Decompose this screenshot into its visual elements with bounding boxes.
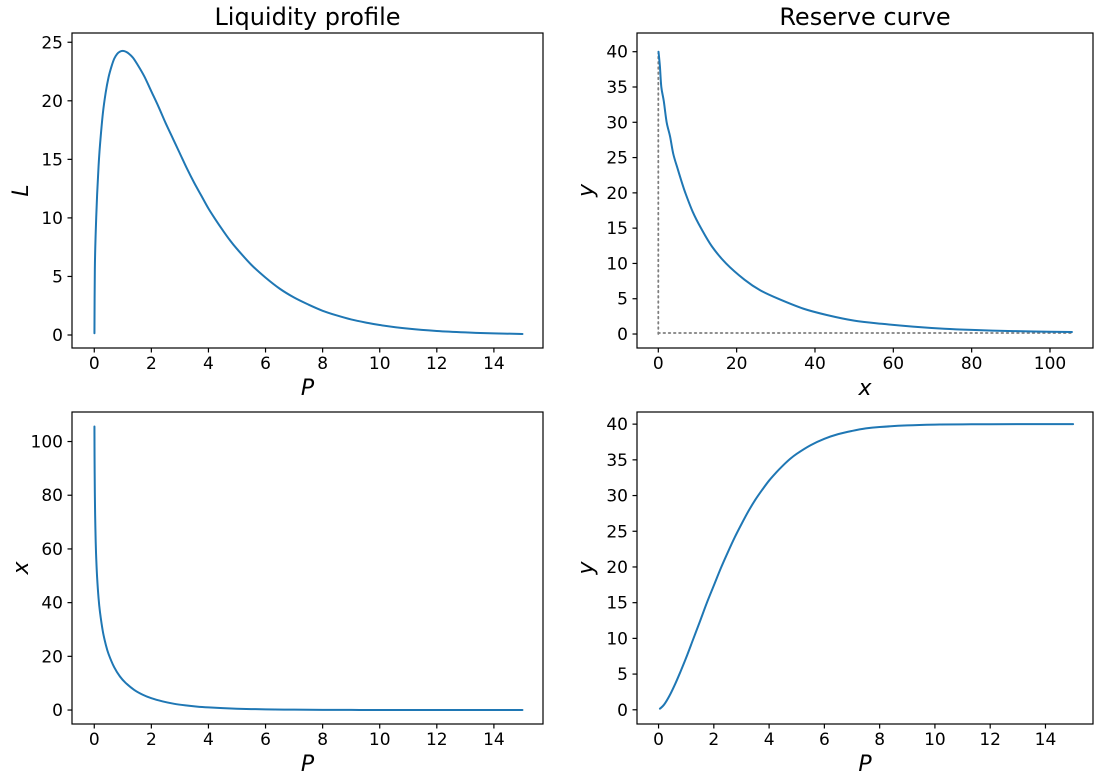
subplot-title: Liquidity profile	[214, 3, 400, 31]
x-tick-label: 12	[426, 354, 448, 374]
x-tick-label: 0	[89, 354, 100, 374]
subplot-title: Reserve curve	[779, 3, 950, 31]
x-tick-label: 40	[804, 354, 826, 374]
y-tick-label: 10	[41, 209, 63, 229]
x-tick-label: 14	[1035, 730, 1057, 750]
y-axis-label: L	[9, 184, 34, 196]
y-tick-label: 0	[617, 701, 628, 721]
y-tick-label: 40	[41, 594, 63, 614]
x-tick-label: 6	[260, 354, 271, 374]
y-axis-label: y	[574, 561, 599, 576]
x-tick-label: 2	[708, 730, 719, 750]
x-tick-label: 2	[146, 730, 157, 750]
x-axis-label: x	[857, 376, 872, 401]
y-tick-label: 40	[606, 415, 628, 435]
x-tick-label: 6	[819, 730, 830, 750]
x-tick-label: 8	[317, 730, 328, 750]
x-axis-label: P	[858, 752, 872, 777]
x-axis-label: P	[301, 376, 315, 401]
curve-y-of-x	[657, 50, 1073, 334]
y-tick-label: 25	[606, 149, 628, 169]
x-tick-label: 4	[203, 354, 214, 374]
subplot-liquidity-profile: 0 2 4 6 8 10 12 14 0 5 10 15 20 25 Liquidity profile P L	[9, 3, 544, 401]
x-tick-label: 10	[924, 730, 946, 750]
x-tick-label: 6	[260, 730, 271, 750]
axes-spines	[71, 32, 544, 349]
x-axis-label: P	[301, 752, 315, 777]
y-axis-label: x	[9, 561, 34, 576]
x-tick-label: 12	[426, 730, 448, 750]
x-tick-label: 10	[369, 354, 391, 374]
axes-spines	[636, 32, 1094, 349]
y-tick-label: 100	[31, 433, 63, 453]
x-tick-label: 0	[653, 354, 664, 374]
x-tick-label: 20	[726, 354, 748, 374]
y-tick-label: 80	[41, 486, 63, 506]
y-tick-label: 5	[617, 665, 628, 685]
y-tick-label: 35	[606, 451, 628, 471]
curve-x-of-P	[93, 425, 524, 712]
curve-L-of-P	[93, 49, 524, 335]
y-tick-label: 15	[41, 150, 63, 170]
y-tick-label: 15	[606, 219, 628, 239]
x-tick-label: 12	[979, 730, 1001, 750]
axes-spines	[71, 411, 544, 725]
x-tick-label: 8	[874, 730, 885, 750]
x-tick-label: 80	[961, 354, 983, 374]
x-tick-label: 14	[483, 730, 505, 750]
x-tick-label: 4	[203, 730, 214, 750]
y-tick-label: 0	[52, 326, 63, 346]
y-tick-label: 30	[606, 487, 628, 507]
x-tick-label: 10	[369, 730, 391, 750]
y-tick-label: 5	[52, 267, 63, 287]
subplot-x-reserve-vs-price: 0 2 4 6 8 10 12 14 0 20 40 60 80 100 Px	[9, 411, 544, 777]
y-tick-label: 25	[41, 33, 63, 53]
x-tick-label: 0	[89, 730, 100, 750]
subplot-reserve-curve: 0 20 40 60 80 100 0 5 10 15 20 25 30 35 40 Reserve curv…	[574, 3, 1094, 401]
y-tick-label: 25	[606, 522, 628, 542]
y-axis-label: y	[574, 183, 599, 198]
x-tick-label: 14	[483, 354, 505, 374]
curve-y-of-P	[658, 423, 1075, 710]
y-tick-label: 20	[41, 92, 63, 112]
y-tick-label: 20	[41, 647, 63, 667]
y-tick-label: 10	[606, 629, 628, 649]
subplot-y-reserve-vs-price: 0 2 4 6 8 10 12 14 0 5 10 15 20 25 30 35 40 Py	[574, 411, 1094, 777]
y-tick-label: 30	[606, 113, 628, 133]
x-tick-label: 4	[764, 730, 775, 750]
y-tick-label: 0	[617, 325, 628, 345]
y-tick-label: 35	[606, 78, 628, 98]
y-tick-label: 40	[606, 43, 628, 63]
y-tick-label: 15	[606, 594, 628, 614]
y-tick-label: 20	[606, 558, 628, 578]
x-tick-label: 60	[882, 354, 904, 374]
axes-spines	[636, 411, 1094, 725]
y-tick-label: 20	[606, 184, 628, 204]
x-tick-label: 100	[1034, 354, 1066, 374]
y-tick-label: 10	[606, 254, 628, 274]
x-tick-label: 2	[146, 354, 157, 374]
y-tick-label: 0	[52, 701, 63, 721]
y-tick-label: 60	[41, 540, 63, 560]
y-tick-label: 5	[617, 290, 628, 310]
x-tick-label: 0	[653, 730, 664, 750]
x-tick-label: 8	[317, 354, 328, 374]
